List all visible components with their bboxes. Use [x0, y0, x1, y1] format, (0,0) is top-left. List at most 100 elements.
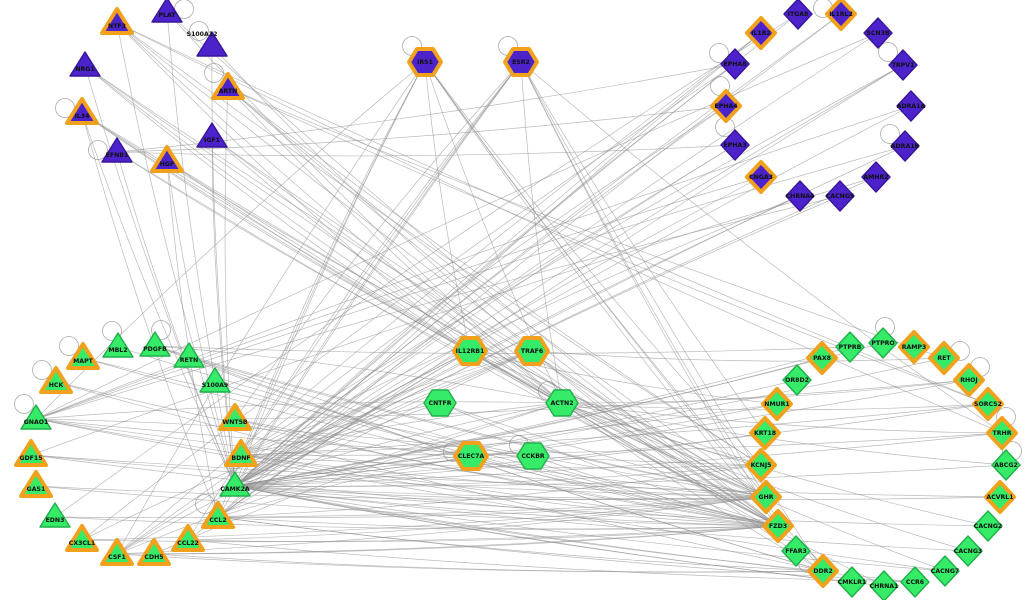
node-wnt5b[interactable]: WNT5B	[218, 403, 252, 431]
edge-EFNB1-CAMK2A	[116, 151, 236, 487]
node-cntfr[interactable]: CNTFR	[423, 389, 457, 417]
node-pdgfb[interactable]: PDGFB	[139, 331, 171, 357]
node-ccr6[interactable]: CCR6	[900, 566, 930, 598]
edge-ACTN2-GNAO1	[35, 401, 563, 420]
node-cx3cl1[interactable]: CX3CL1	[65, 524, 99, 552]
node-traf6[interactable]: TRAF6	[514, 336, 550, 366]
node-cckbr[interactable]: CCKBR	[516, 442, 550, 470]
node-rhoj[interactable]: RHOJ	[953, 363, 985, 397]
diamond-shape	[750, 480, 782, 514]
edge-IL12RB1-GHR	[469, 350, 767, 498]
edge-NTF3-FZD3	[116, 22, 779, 527]
node-epha4[interactable]: EPHA4	[710, 89, 742, 123]
node-cnga3[interactable]: CNGA3	[745, 160, 777, 194]
node-il1rl2[interactable]: IL1RL2	[825, 0, 857, 31]
node-plat[interactable]: PLAT	[151, 0, 183, 23]
node-edn3[interactable]: EDN3	[39, 502, 71, 528]
edge-TRAF6-CSF1	[116, 350, 533, 555]
triangle-shape	[19, 470, 53, 498]
node-esr2[interactable]: ESR2	[503, 47, 539, 77]
edge-HCK-FZD3	[55, 381, 779, 527]
edge-EFNB1-ACTN2	[116, 151, 563, 404]
edge-ACTN2-ABCG2	[561, 402, 1007, 466]
node-gdf15[interactable]: GDF15	[14, 439, 48, 467]
node-acvrl1[interactable]: ACVRL1	[984, 480, 1016, 514]
edge-CCL2-GHR	[217, 496, 767, 518]
edge-EDN3-FZD3	[54, 516, 779, 530]
node-scn3b[interactable]: SCN3B	[863, 17, 893, 49]
node-epha8[interactable]: EPHA8	[720, 48, 750, 80]
edge-IL1R2-CAMK2A	[234, 32, 762, 487]
edge-ARTN-GHR	[227, 87, 767, 498]
edge-SCN3B-CAMK2A	[234, 32, 879, 487]
node-adra1b[interactable]: ADRA1B	[890, 130, 920, 162]
node-adra1a[interactable]: ADRA1A	[896, 90, 926, 122]
node-il34[interactable]: IL34	[65, 97, 99, 125]
edge-EFNB1-EPHA4	[116, 105, 727, 153]
node-trhr[interactable]: TRHR	[986, 416, 1018, 450]
node-itga8[interactable]: ITGA8	[783, 0, 813, 30]
node-or8d2[interactable]: OR8D2	[782, 364, 812, 396]
edge-IRS1-CSF1	[116, 61, 426, 555]
node-sorcs2[interactable]: SORCS2	[972, 387, 1004, 421]
node-cacng3[interactable]: CACNG3	[953, 535, 983, 567]
edge-CAMK2A-ACVRL1	[234, 485, 1001, 500]
node-cmklr1[interactable]: CMKLR1	[837, 566, 867, 598]
edge-EPHA3-CSF1	[116, 144, 736, 555]
node-ret[interactable]: RET	[928, 341, 960, 375]
node-cacng7[interactable]: CACNG7	[930, 555, 960, 587]
edge-ARTN-ACTN2	[227, 87, 563, 404]
diamond-shape	[861, 161, 891, 193]
diamond-shape	[984, 480, 1016, 514]
hexagon-shape	[407, 47, 443, 77]
node-hck[interactable]: HCK	[39, 366, 73, 394]
edge-SCN3B-GNAO1	[35, 32, 879, 420]
node-csf1[interactable]: CSF1	[100, 538, 134, 566]
node-il12rb1[interactable]: IL12RB1	[452, 336, 488, 366]
node-mbl2[interactable]: MBL2	[102, 332, 134, 358]
node-gas1[interactable]: GAS1	[19, 470, 53, 498]
triangle-shape	[100, 7, 134, 35]
edge-CAMK2A-CACNG3	[234, 485, 969, 552]
node-clec7a[interactable]: CLEC7A	[453, 441, 489, 471]
node-nrg1[interactable]: NRG1	[69, 51, 101, 77]
node-amhr2[interactable]: AMHR2	[861, 161, 891, 193]
edge-BDNF-KCNJ5	[240, 454, 762, 469]
self-loop-MAPT	[59, 336, 79, 356]
node-ntf3[interactable]: NTF3	[100, 7, 134, 35]
node-ghr[interactable]: GHR	[750, 480, 782, 514]
edge-CDH5-FZD3	[153, 525, 779, 555]
node-efnb1[interactable]: EFNB1	[101, 137, 133, 163]
edge-PDGFB-PTPRB	[154, 345, 851, 354]
diamond-shape	[783, 0, 813, 30]
node-chrna1[interactable]: CHRNA1	[869, 570, 899, 600]
edge-ACTN2-CACNG7	[561, 402, 946, 572]
edge-CNTFR-GHR	[439, 402, 767, 498]
node-actn2[interactable]: ACTN2	[545, 389, 579, 417]
edge-ACTN2-CAMK2A	[234, 402, 563, 487]
diamond-shape	[825, 180, 855, 212]
edge-ADRA1B-GNAO1	[35, 145, 906, 420]
node-ramp3[interactable]: RAMP3	[898, 330, 930, 364]
node-trpv1[interactable]: TRPV1	[888, 49, 918, 81]
node-cacng2[interactable]: CACNG2	[973, 510, 1003, 542]
node-ptprb[interactable]: PTPRB	[835, 331, 865, 363]
edge-IRS1-IL12RB1	[424, 61, 471, 352]
node-cacng5[interactable]: CACNG5	[825, 180, 855, 212]
diamond-shape	[745, 16, 777, 50]
edge-CAMK2A-OR8D2	[234, 379, 798, 487]
edge-TRAF6-DDR2	[531, 350, 824, 572]
edge-NRG1-ACTN2	[84, 65, 563, 404]
diamond-shape	[869, 570, 899, 600]
node-irs1[interactable]: IRS1	[407, 47, 443, 77]
node-igf1[interactable]: IGF1	[196, 122, 228, 148]
triangle-shape	[173, 342, 205, 368]
edge-CCL2-FZD3	[217, 516, 779, 530]
node-abcg2[interactable]: ABCG2	[991, 449, 1021, 481]
node-mapt[interactable]: MAPT	[66, 342, 100, 370]
node-artn[interactable]: ARTN	[211, 72, 245, 100]
edge-CAMK2A-KRT18	[234, 432, 766, 487]
diamond-shape	[745, 160, 777, 194]
node-chrna4[interactable]: CHRNA4	[785, 180, 815, 212]
